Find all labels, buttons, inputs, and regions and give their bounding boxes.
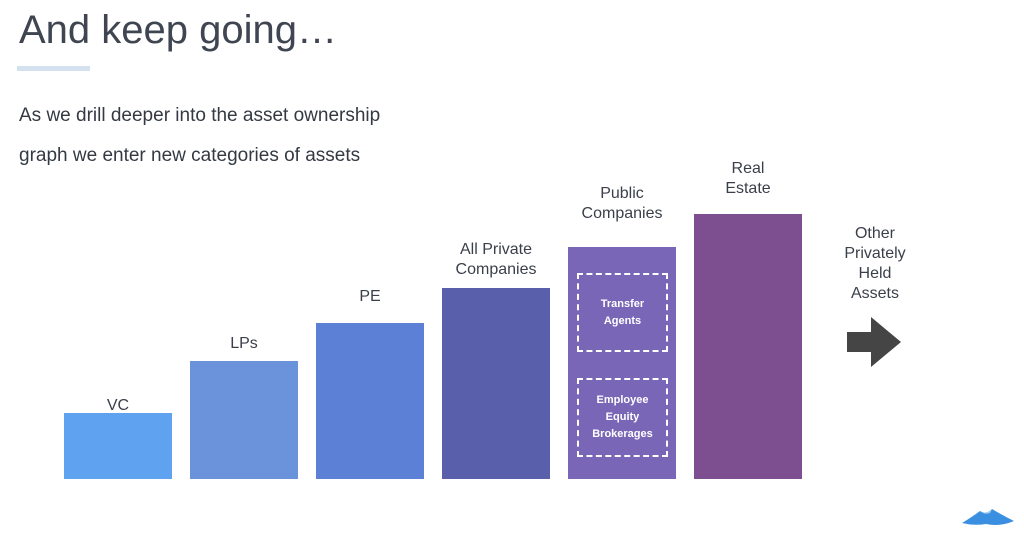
title-underline: [17, 66, 90, 71]
bar-public-companies: Transfer Agents Employee Equity Brokerag…: [568, 247, 676, 479]
bar-label-vc: VC: [106, 397, 130, 414]
other-line1: Other: [854, 225, 895, 242]
other-privately-held-assets-label: Other Privately Held Assets: [820, 224, 930, 304]
employee-equity-line1: Employee: [596, 394, 649, 406]
employee-equity-brokerages-box: Employee Equity Brokerages: [577, 378, 668, 457]
bar-label-all-private-line2: Companies: [455, 261, 537, 278]
mountain-logo-icon: [962, 509, 1014, 525]
bar-label-public-line2: Companies: [581, 205, 663, 222]
bar-label-lps: LPs: [230, 335, 258, 352]
subtitle-line-2: graph we enter new categories of assets: [19, 145, 361, 166]
bar-lps: [190, 361, 298, 479]
slide-title: And keep going…: [19, 8, 338, 52]
subtitle-line-1: As we drill deeper into the asset owners…: [19, 105, 381, 126]
slide-subtitle: As we drill deeper into the asset owners…: [19, 96, 439, 176]
bar-vc: [64, 413, 172, 479]
bar-label-real-estate-line1: Real: [731, 160, 765, 177]
other-line4: Assets: [850, 285, 899, 302]
bar-label-real-estate-line2: Estate: [725, 180, 771, 197]
employee-equity-line3: Brokerages: [592, 428, 653, 440]
bar-real-estate: [694, 214, 802, 479]
bar-label-public-companies: Public Companies: [562, 184, 682, 224]
bar-label-all-private-line1: All Private: [459, 241, 533, 258]
employee-equity-line2: Equity: [605, 411, 640, 423]
bar-pe: [316, 323, 424, 479]
transfer-agents-box: Transfer Agents: [577, 273, 668, 352]
other-line3: Held: [858, 265, 892, 282]
bar-label-all-private-companies: All Private Companies: [436, 240, 556, 280]
bar-all-private-companies: [442, 288, 550, 479]
bar-label-public-line1: Public: [600, 185, 644, 202]
transfer-agents-line2: Agents: [603, 314, 642, 327]
right-arrow-icon: [847, 317, 901, 367]
bar-label-pe: PE: [359, 288, 381, 305]
other-line2: Privately: [844, 245, 906, 262]
bar-label-real-estate: Real Estate: [688, 159, 808, 199]
transfer-agents-line1: Transfer: [600, 297, 645, 310]
